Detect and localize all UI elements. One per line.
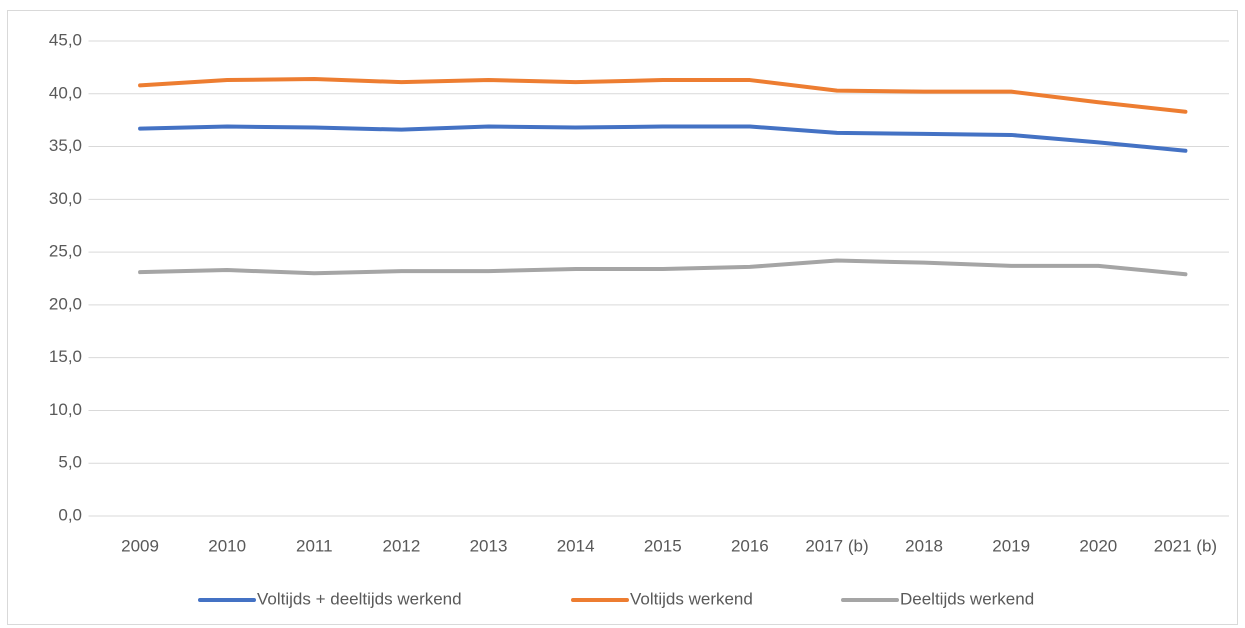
x-tick-label: 2010 [208, 536, 246, 555]
y-tick-label: 35,0 [49, 136, 82, 155]
x-tick-label: 2017 (b) [805, 536, 868, 555]
y-tick-label: 40,0 [49, 83, 82, 102]
x-tick-label: 2014 [557, 536, 595, 555]
series-line [138, 77, 1188, 114]
chart-border [7, 10, 1238, 625]
x-tick-label: 2016 [731, 536, 769, 555]
x-tick-label: 2020 [1079, 536, 1117, 555]
series-line [138, 124, 1188, 153]
y-tick-label: 30,0 [49, 189, 82, 208]
x-tick-label: 2013 [470, 536, 508, 555]
legend-label: Deeltijds werkend [900, 589, 1034, 608]
y-tick-label: 10,0 [49, 400, 82, 419]
series-line [138, 258, 1188, 277]
x-tick-label: 2019 [992, 536, 1030, 555]
y-tick-label: 15,0 [49, 347, 82, 366]
y-tick-label: 25,0 [49, 242, 82, 261]
legend-label: Voltijds + deeltijds werkend [257, 589, 462, 608]
y-tick-label: 45,0 [49, 30, 82, 49]
x-tick-label: 2012 [382, 536, 420, 555]
x-tick-label: 2015 [644, 536, 682, 555]
legend-label: Voltijds werkend [630, 589, 753, 608]
y-tick-label: 5,0 [58, 453, 82, 472]
y-tick-label: 20,0 [49, 294, 82, 313]
x-tick-label: 2011 [296, 536, 333, 555]
x-tick-label: 2009 [121, 536, 159, 555]
x-tick-label: 2018 [905, 536, 943, 555]
x-tick-label: 2021 (b) [1154, 536, 1217, 555]
y-tick-label: 0,0 [58, 505, 82, 524]
